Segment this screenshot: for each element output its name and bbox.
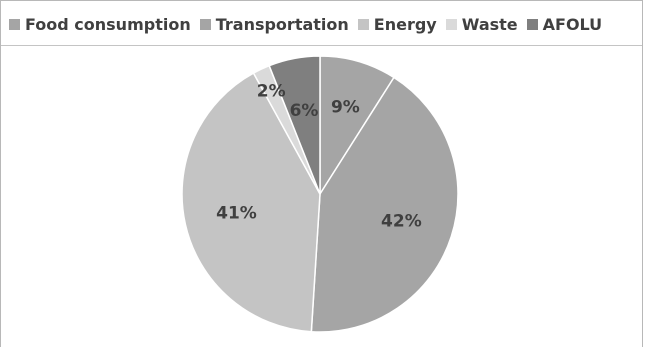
chart-legend: Food consumption Transportation Energy Wast… bbox=[9, 10, 611, 38]
data-label-food-consumption: 9% bbox=[331, 98, 360, 118]
legend-swatch-transportation bbox=[199, 18, 211, 30]
legend-label-food-consumption: Food consumption bbox=[25, 14, 191, 34]
legend-swatch-food-consumption bbox=[9, 18, 20, 30]
pie-slice-energy bbox=[181, 72, 321, 333]
legend-item-transportation: Transportation bbox=[199, 14, 349, 34]
legend-label-waste: Waste bbox=[461, 14, 518, 34]
legend-swatch-afolu bbox=[526, 18, 538, 30]
pie-slice-afolu bbox=[268, 55, 321, 195]
pie-slice-transportation bbox=[310, 76, 459, 333]
legend-swatch-waste bbox=[445, 18, 457, 30]
legend-item-food-consumption: Food consumption bbox=[9, 15, 191, 34]
legend-label-transportation: Transportation bbox=[215, 14, 349, 34]
data-label-transportation: 42% bbox=[381, 211, 422, 231]
data-label-afolu: 6% bbox=[290, 101, 319, 121]
legend-label-energy: Energy bbox=[373, 14, 437, 34]
legend-swatch-energy bbox=[357, 18, 369, 30]
legend-item-afolu: AFOLU bbox=[526, 14, 603, 34]
legend-item-energy: Energy bbox=[357, 14, 437, 34]
legend-divider bbox=[1, 45, 642, 46]
data-label-energy: 41% bbox=[216, 204, 257, 224]
data-label-waste: 2% bbox=[257, 81, 286, 101]
legend-label-afolu: AFOLU bbox=[542, 14, 603, 34]
legend-item-waste: Waste bbox=[445, 14, 518, 34]
